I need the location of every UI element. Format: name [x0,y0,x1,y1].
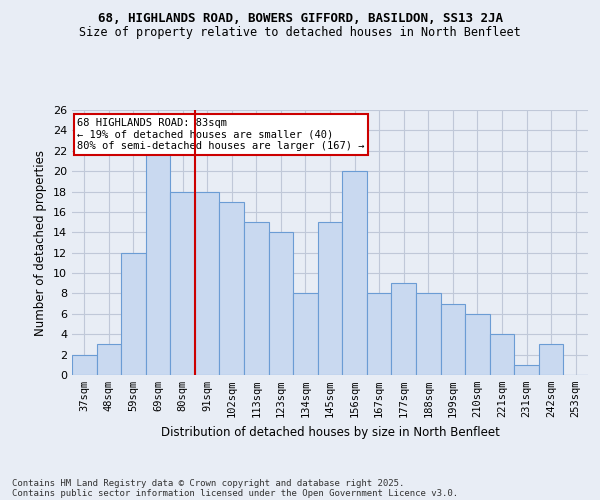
Text: Contains public sector information licensed under the Open Government Licence v3: Contains public sector information licen… [12,488,458,498]
Bar [97,344,121,375]
Bar [293,294,318,375]
Bar [121,252,146,375]
Bar [367,294,391,375]
Bar [244,222,269,375]
Text: 68 HIGHLANDS ROAD: 83sqm
← 19% of detached houses are smaller (40)
80% of semi-d: 68 HIGHLANDS ROAD: 83sqm ← 19% of detach… [77,118,365,151]
Bar [342,171,367,375]
Bar [220,202,244,375]
Bar [440,304,465,375]
Bar [195,192,220,375]
Bar [318,222,342,375]
Bar [269,232,293,375]
Bar [391,284,416,375]
Bar [146,151,170,375]
X-axis label: Distribution of detached houses by size in North Benfleet: Distribution of detached houses by size … [161,426,499,438]
Text: Contains HM Land Registry data © Crown copyright and database right 2025.: Contains HM Land Registry data © Crown c… [12,478,404,488]
Bar [72,354,97,375]
Bar [416,294,440,375]
Bar [170,192,195,375]
Y-axis label: Number of detached properties: Number of detached properties [34,150,47,336]
Bar [539,344,563,375]
Text: 68, HIGHLANDS ROAD, BOWERS GIFFORD, BASILDON, SS13 2JA: 68, HIGHLANDS ROAD, BOWERS GIFFORD, BASI… [97,12,503,26]
Bar [490,334,514,375]
Bar [514,365,539,375]
Bar [465,314,490,375]
Text: Size of property relative to detached houses in North Benfleet: Size of property relative to detached ho… [79,26,521,39]
